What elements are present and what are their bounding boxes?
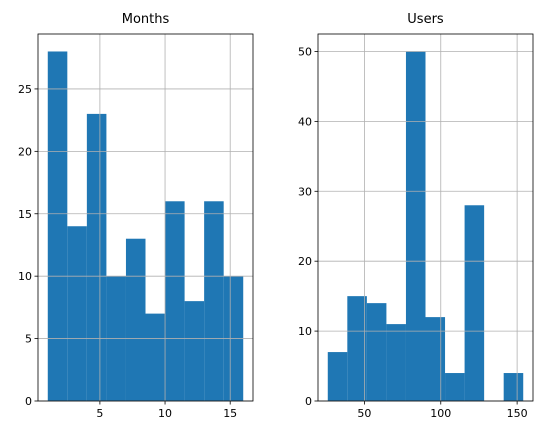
bar xyxy=(145,313,166,401)
bar xyxy=(445,373,465,401)
y-tick-label: 10 xyxy=(18,270,32,283)
y-tick-label: 25 xyxy=(18,83,32,96)
axes-frame xyxy=(37,33,254,402)
y-tick-label: 15 xyxy=(18,208,32,221)
bar xyxy=(366,303,387,401)
y-tick-label: 30 xyxy=(298,185,312,198)
subplot: Users 50 100 150 0 10 20 30 40 50 xyxy=(298,12,534,420)
bar xyxy=(347,296,367,401)
bar xyxy=(165,201,185,401)
bar xyxy=(327,352,348,401)
x-tick-label: 15 xyxy=(223,407,237,420)
x-tick-label: 10 xyxy=(158,407,172,420)
bar xyxy=(86,113,107,401)
y-tick-label: 5 xyxy=(25,333,32,346)
x-tick-label: 150 xyxy=(507,407,528,420)
bar xyxy=(67,226,87,401)
axes-frame xyxy=(317,33,534,402)
subplot: Months 5 10 15 0 5 10 15 20 25 xyxy=(18,12,254,420)
bar xyxy=(204,201,224,401)
bar xyxy=(503,373,524,401)
x-tick-label: 5 xyxy=(96,407,103,420)
bar xyxy=(125,238,146,401)
x-tick-label: 50 xyxy=(357,407,371,420)
subplot-title: Users xyxy=(407,12,444,27)
bar xyxy=(464,205,485,401)
y-tick-label: 20 xyxy=(18,145,32,158)
y-tick-label: 40 xyxy=(298,115,312,128)
x-tick-label: 100 xyxy=(430,407,451,420)
y-tick-label: 0 xyxy=(25,395,32,408)
subplot-title: Months xyxy=(122,12,170,27)
y-tick-label: 20 xyxy=(298,255,312,268)
y-tick-label: 50 xyxy=(298,45,312,58)
y-tick-label: 0 xyxy=(305,395,312,408)
bar xyxy=(184,301,205,401)
y-tick-label: 10 xyxy=(298,325,312,338)
bar xyxy=(405,51,426,401)
bar xyxy=(47,51,68,401)
bar xyxy=(386,324,406,401)
bar xyxy=(425,317,446,401)
